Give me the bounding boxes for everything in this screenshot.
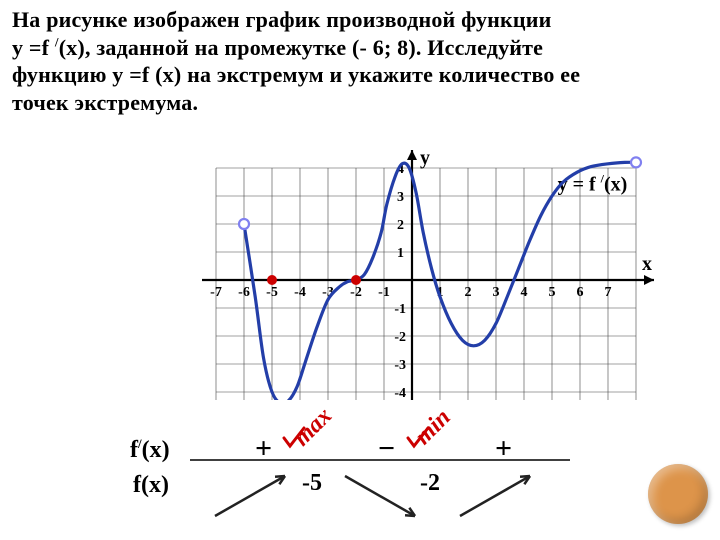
svg-text:-2: -2 <box>350 285 362 300</box>
svg-text:-1: -1 <box>394 302 406 317</box>
svg-text:-6: -6 <box>238 285 250 300</box>
svg-text:-4: -4 <box>394 386 406 400</box>
row2-label-text: f(x) <box>133 472 169 498</box>
svg-text:2: 2 <box>397 218 404 233</box>
svg-text:y: y <box>420 147 430 169</box>
sign-plus-2: + <box>495 432 512 466</box>
task-line1: На рисунке изображен график производной … <box>12 7 552 32</box>
decorative-circle-icon <box>648 464 708 524</box>
svg-text:3: 3 <box>493 285 500 300</box>
x-value-1: -5 <box>302 470 322 497</box>
task-line2a: у =f <box>12 35 55 60</box>
svg-text:-7: -7 <box>210 285 222 300</box>
sign-minus: − <box>378 432 395 466</box>
svg-text:-1: -1 <box>378 285 390 300</box>
row2-label: f(x) <box>133 472 169 499</box>
svg-text:y = f /(x): y = f /(x) <box>558 171 628 195</box>
svg-text:1: 1 <box>397 246 404 261</box>
svg-text:2: 2 <box>465 285 472 300</box>
task-line4: точек экстремума. <box>12 90 198 115</box>
row1-label-a: f <box>130 437 138 463</box>
row1-label: f/(x) <box>130 436 170 464</box>
svg-text:-2: -2 <box>394 330 406 345</box>
task-text: На рисунке изображен график производной … <box>12 6 708 116</box>
task-line3: функцию у =f (х) на экстремум и укажите … <box>12 62 580 87</box>
svg-text:5: 5 <box>549 285 556 300</box>
svg-text:4: 4 <box>521 285 528 300</box>
svg-text:7: 7 <box>605 285 612 300</box>
svg-text:3: 3 <box>397 190 404 205</box>
svg-text:-4: -4 <box>294 285 306 300</box>
svg-text:x: x <box>642 253 652 275</box>
svg-text:-5: -5 <box>266 285 278 300</box>
svg-text:-3: -3 <box>394 358 406 373</box>
sign-table <box>120 412 600 532</box>
sign-plus-1: + <box>255 432 272 466</box>
row1-label-b: (x) <box>142 437 170 463</box>
x-value-2: -2 <box>420 470 440 497</box>
svg-text:6: 6 <box>577 285 584 300</box>
derivative-chart: -7-6-5-4-3-2-112345674321-1-2-3-4-5xyy =… <box>150 120 690 400</box>
task-line2b: (х), заданной на промежутке (- 6; 8). Ис… <box>59 35 543 60</box>
